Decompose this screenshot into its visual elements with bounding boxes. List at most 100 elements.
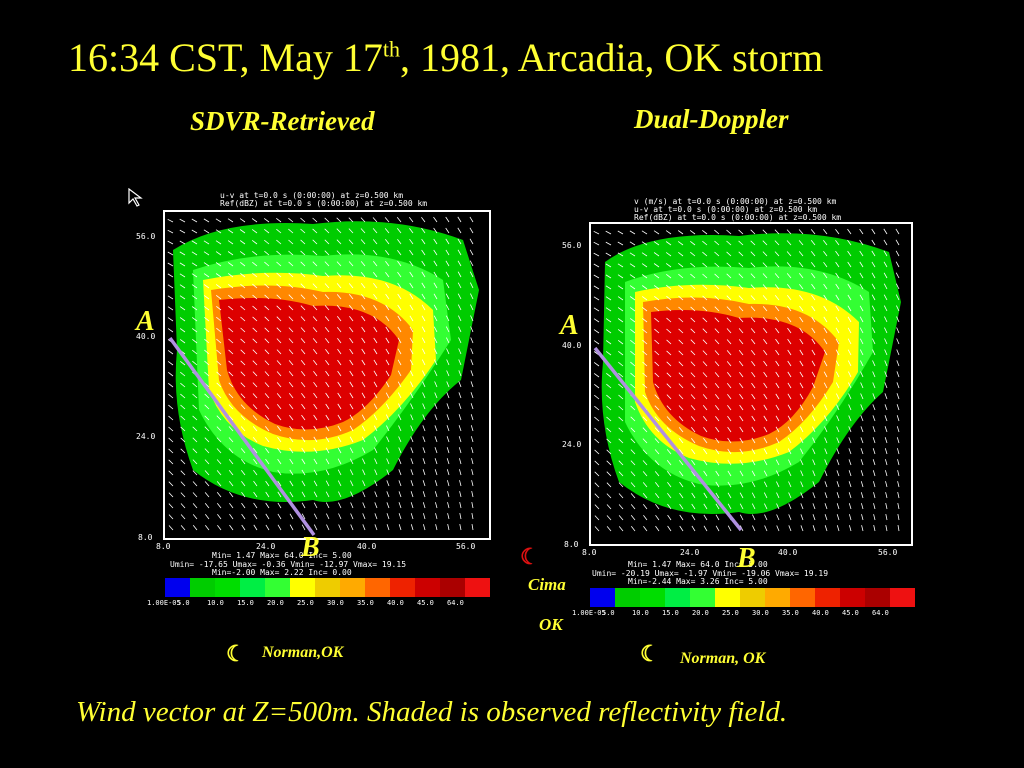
left-x-tick: 56.0 [456, 542, 476, 551]
colorbar-cell [865, 588, 890, 607]
colorbar-label: 10.0 [207, 599, 224, 607]
colorbar-cell [840, 588, 865, 607]
left-header-line-1: u-v at t=0.0 s (0:00:00) at z=0.500 km [220, 191, 404, 200]
colorbar-cell [740, 588, 765, 607]
left-y-tick: 8.0 [138, 533, 153, 542]
colorbar-label: 5.0 [177, 599, 190, 607]
colorbar-label: 20.0 [267, 599, 284, 607]
right-y-tick: 40.0 [562, 341, 582, 350]
colorbar-label: 25.0 [297, 599, 314, 607]
right-point-a-label: A [560, 310, 579, 341]
left-x-tick: 24.0 [256, 542, 276, 551]
red-region [219, 298, 399, 430]
cross-section-line [593, 346, 743, 532]
colorbar-label: 64.0 [872, 609, 889, 617]
colorbar-cell [765, 588, 790, 607]
colorbar-label: 30.0 [752, 609, 769, 617]
cima-label: Cima [528, 575, 566, 594]
left-stats-line-1: Min= 1.47 Max= 64.0 Inc= 5.00 [212, 551, 352, 560]
left-stats-line-3: Min=-2.00 Max= 2.22 Inc= 0.00 [212, 568, 352, 577]
colorbar-cell [640, 588, 665, 607]
wind-vector-field [593, 228, 900, 532]
left-x-tick: 8.0 [156, 542, 171, 551]
cursor-icon [128, 187, 146, 213]
colorbar-label: 15.0 [237, 599, 254, 607]
left-x-tick: 40.0 [357, 542, 377, 551]
colorbar-cell [340, 578, 365, 597]
left-subtitle: SDVR-Retrieved [190, 106, 375, 136]
cross-section-line [168, 336, 316, 537]
colorbar-label: 40.0 [812, 609, 829, 617]
right-x-tick: 56.0 [878, 548, 898, 557]
colorbar-label: 64.0 [447, 599, 464, 607]
colorbar-cell [890, 588, 915, 607]
page-title: 16:34 CST, May 17th, 1981, Arcadia, OK s… [68, 35, 824, 80]
colorbar-cell [365, 578, 390, 597]
norman-right-label: Norman, OK [680, 650, 766, 667]
left-y-tick: 56.0 [136, 232, 156, 241]
colorbar-cell [190, 578, 215, 597]
left-reflectivity-plot [163, 210, 491, 540]
right-point-b-label: B [737, 543, 756, 574]
right-y-tick: 8.0 [564, 540, 579, 549]
colorbar-cell [240, 578, 265, 597]
colorbar-cell [440, 578, 465, 597]
colorbar-label: 40.0 [387, 599, 404, 607]
colorbar-label: 35.0 [357, 599, 374, 607]
colorbar-cell [790, 588, 815, 607]
right-header-line-3: Ref(dBZ) at t=0.0 s (0:00:00) at z=0.500… [634, 213, 842, 222]
right-x-tick: 40.0 [778, 548, 798, 557]
colorbar-cell [215, 578, 240, 597]
colorbar-cell [265, 578, 290, 597]
colorbar-label: 20.0 [692, 609, 709, 617]
colorbar-label: 15.0 [662, 609, 679, 617]
colorbar-label: 10.0 [632, 609, 649, 617]
right-header-line-1: v (m/s) at t=0.0 s (0:00:00) at z=0.500 … [634, 197, 837, 206]
right-stats-line-1: Min= 1.47 Max= 64.0 Inc= 5.00 [628, 560, 768, 569]
left-y-tick: 40.0 [136, 332, 156, 341]
left-colorbar [165, 578, 490, 597]
colorbar-label: 5.0 [602, 609, 615, 617]
colorbar-cell [165, 578, 190, 597]
colorbar-label: 25.0 [722, 609, 739, 617]
reflectivity-field [591, 224, 911, 544]
cima-ok-label: OK [539, 615, 563, 634]
colorbar-cell [815, 588, 840, 607]
right-x-tick: 8.0 [582, 548, 597, 557]
figure-caption: Wind vector at Z=500m. Shaded is observe… [76, 696, 788, 728]
red-region [651, 310, 825, 442]
colorbar-cell [615, 588, 640, 607]
colorbar-cell [715, 588, 740, 607]
norman-left-label: Norman,OK [262, 644, 344, 661]
right-y-tick: 24.0 [562, 440, 582, 449]
colorbar-cell [590, 588, 615, 607]
colorbar-cell [465, 578, 490, 597]
right-stats-line-3: Min=-2.44 Max= 3.26 Inc= 5.00 [628, 577, 768, 586]
right-x-tick: 24.0 [680, 548, 700, 557]
right-colorbar [590, 588, 915, 607]
right-reflectivity-plot [589, 222, 913, 546]
colorbar-label: 35.0 [782, 609, 799, 617]
colorbar-label: 45.0 [842, 609, 859, 617]
left-point-a-label: A [136, 306, 155, 337]
left-point-b-label: B [301, 532, 320, 563]
moon-marker-icon: ☾ [226, 641, 246, 666]
left-y-tick: 24.0 [136, 432, 156, 441]
colorbar-cell [290, 578, 315, 597]
left-header-line-2: Ref(dBZ) at t=0.0 s (0:00:00) at z=0.500… [220, 199, 428, 208]
left-stats-line-2: Umin= -17.65 Umax= -0.36 Vmin= -12.97 Vm… [170, 560, 407, 569]
colorbar-cell [390, 578, 415, 597]
reflectivity-field [165, 212, 489, 538]
colorbar-cell [315, 578, 340, 597]
colorbar-label: 30.0 [327, 599, 344, 607]
colorbar-label: 1.00E-05 [572, 609, 606, 617]
colorbar-label: 45.0 [417, 599, 434, 607]
right-stats-line-2: Umin= -20.19 Umax= -1.97 Vmin= -19.06 Vm… [592, 569, 829, 578]
right-header-line-2: u-v at t=0.0 s (0:00:00) at z=0.500 km [634, 205, 818, 214]
colorbar-cell [415, 578, 440, 597]
moon-marker-icon: ☾ [520, 544, 540, 569]
right-subtitle: Dual-Doppler [634, 104, 789, 134]
colorbar-cell [690, 588, 715, 607]
wind-vector-field [167, 216, 474, 531]
colorbar-label: 1.00E-05 [147, 599, 181, 607]
